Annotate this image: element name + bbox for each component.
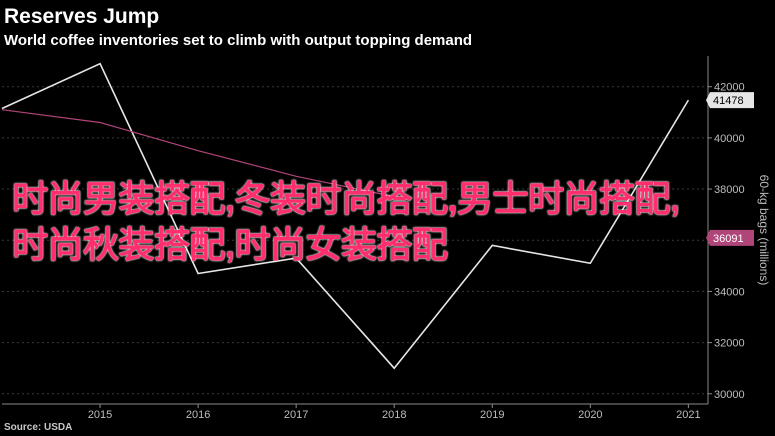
x-tick-label: 2020 (578, 409, 602, 421)
overlay-watermark-text: 时尚男装搭配,冬装时尚搭配,男士时尚搭配,时尚秋装搭配,时尚女装搭配 (12, 178, 680, 265)
chart-title: Reserves Jump (4, 5, 160, 28)
y-tick-label: 38000 (714, 184, 745, 196)
end-value-label: 36091 (713, 233, 744, 245)
y-tick-label: 30000 (714, 389, 745, 401)
end-value-badge (706, 92, 754, 109)
x-tick-label: 2021 (676, 409, 700, 421)
y-tick-label: 34000 (714, 286, 745, 298)
x-tick-label: 2015 (88, 409, 112, 421)
axes (2, 56, 712, 408)
y-axis-title: 60-kg bags (millions) (757, 175, 771, 286)
end-value-badge (706, 229, 754, 246)
series-line (1, 62, 690, 370)
y-tick-label: 32000 (714, 338, 745, 350)
series-lines (1, 62, 690, 370)
x-tick-label: 2018 (382, 409, 406, 421)
tick-labels: 3000032000340003600038000400004200020152… (88, 82, 771, 421)
chart-subtitle: World coffee inventories set to climb wi… (4, 32, 473, 49)
y-tick-label: 40000 (714, 133, 745, 145)
series-line (1, 109, 395, 198)
x-tick-label: 2016 (186, 409, 210, 421)
x-tick-label: 2017 (284, 409, 308, 421)
x-tick-label: 2019 (480, 409, 504, 421)
source-note: Source: USDA (4, 422, 73, 433)
y-tick-label: 42000 (714, 82, 745, 94)
end-value-label: 41478 (713, 95, 744, 107)
